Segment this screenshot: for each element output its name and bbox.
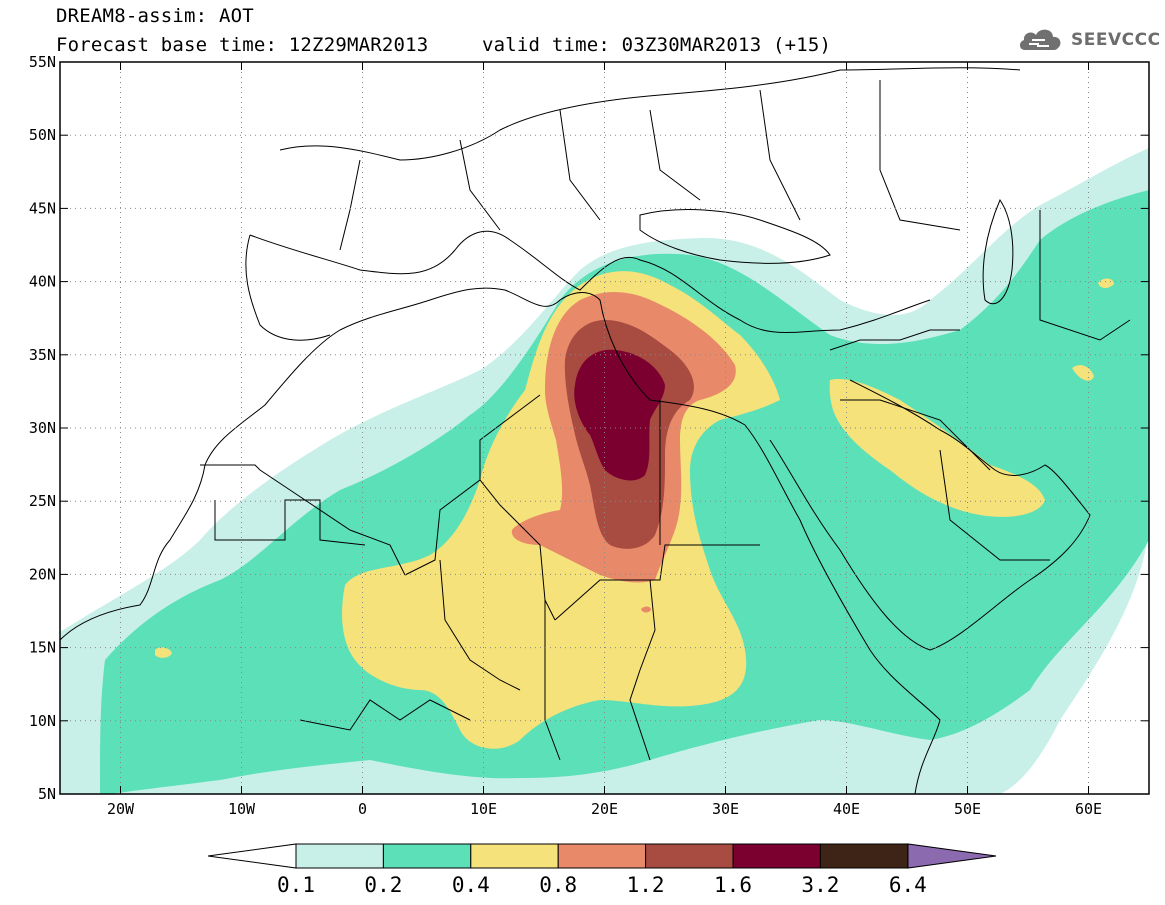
lon-tick-label: 60E (1075, 800, 1102, 818)
forecast-base-time: Forecast base time: 12Z29MAR2013 (56, 34, 429, 56)
cloud-icon (1019, 29, 1061, 50)
contour-1.6 (574, 349, 665, 481)
colorbar-over-arrow (907, 843, 997, 869)
lon-tick-label: 20E (591, 800, 618, 818)
lon-tick-label: 10E (470, 800, 497, 818)
lat-tick-label: 35N (29, 346, 56, 364)
lat-tick-label: 50N (29, 126, 56, 144)
longitude-ticks: 20W 10W 0 10E 20E 30E 40E 50E 60E (107, 62, 1102, 818)
colorbar-level-label: 1.6 (714, 873, 752, 897)
lon-tick-label: 40E (833, 800, 860, 818)
colorbar-box (382, 843, 472, 869)
lat-tick-label: 45N (29, 199, 56, 217)
colorbar-level-label: 1.2 (626, 873, 665, 897)
colorbar-level-label: 0.8 (539, 873, 578, 897)
lon-tick-label: 10W (228, 800, 256, 818)
lat-tick-label: 55N (29, 53, 56, 71)
colorbar-level-label: 6.4 (888, 873, 927, 897)
logo-text: SEEVCCC (1071, 30, 1161, 50)
colorbar-box (557, 843, 647, 869)
colorbar-level-label: 0.4 (451, 873, 490, 897)
lat-tick-label: 20N (29, 565, 56, 583)
colorbar-box (295, 843, 384, 869)
grid (60, 62, 1149, 794)
lon-tick-label: 0 (358, 800, 367, 818)
lat-tick-label: 25N (29, 492, 56, 510)
colorbar-under-arrow (207, 843, 297, 869)
map-title: DREAM8-assim: AOT (56, 5, 254, 27)
colorbar-level-label: 3.2 (801, 873, 840, 897)
colorbar-level-label: 0.2 (364, 873, 403, 897)
lon-tick-label: 20W (107, 800, 135, 818)
lat-tick-label: 30N (29, 419, 56, 437)
lat-tick-label: 15N (29, 639, 56, 657)
colorbar (207, 843, 997, 869)
seevccc-logo: SEEVCCC (1017, 22, 1160, 56)
latitude-ticks: 5N 10N 15N 20N 25N 30N 35N 40N 45N 50N 55N (29, 53, 1149, 803)
lon-tick-label: 50E (954, 800, 981, 818)
lon-tick-label: 30E (712, 800, 739, 818)
colorbar-box (732, 843, 821, 869)
lat-tick-label: 10N (29, 712, 56, 730)
coastlines (60, 67, 1131, 794)
colorbar-level-label: 0.1 (277, 873, 315, 897)
valid-time: valid time: 03Z30MAR2013 (+15) (482, 34, 832, 56)
lat-tick-label: 5N (38, 785, 56, 803)
colorbar-box (645, 843, 734, 869)
colorbar-box (470, 843, 559, 869)
lat-tick-label: 40N (29, 273, 56, 291)
colorbar-box (819, 843, 909, 869)
